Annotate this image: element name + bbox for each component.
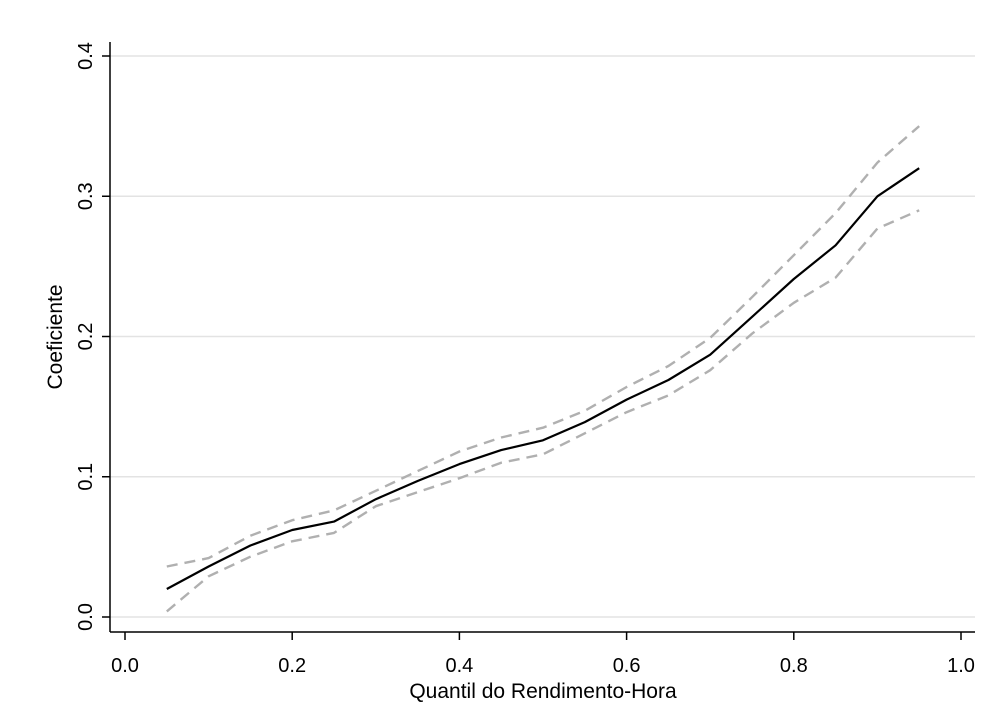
x-tick-label: 1.0 bbox=[947, 655, 975, 677]
x-tick-label: 0.2 bbox=[278, 655, 306, 677]
x-tick-label: 0.4 bbox=[445, 655, 473, 677]
y-tick-label: 0.4 bbox=[75, 42, 97, 70]
y-tick-label: 0.2 bbox=[75, 323, 97, 351]
x-tick-label: 0.8 bbox=[780, 655, 808, 677]
y-tick-label: 0.3 bbox=[75, 182, 97, 210]
x-tick-label: 0.6 bbox=[613, 655, 641, 677]
y-axis-title: Coeficiente bbox=[44, 284, 67, 389]
x-axis-title: Quantil do Rendimento-Hora bbox=[409, 680, 677, 703]
x-tick-label: 0.0 bbox=[111, 655, 139, 677]
y-tick-label: 0.0 bbox=[75, 603, 97, 631]
y-tick-label: 0.1 bbox=[75, 463, 97, 491]
